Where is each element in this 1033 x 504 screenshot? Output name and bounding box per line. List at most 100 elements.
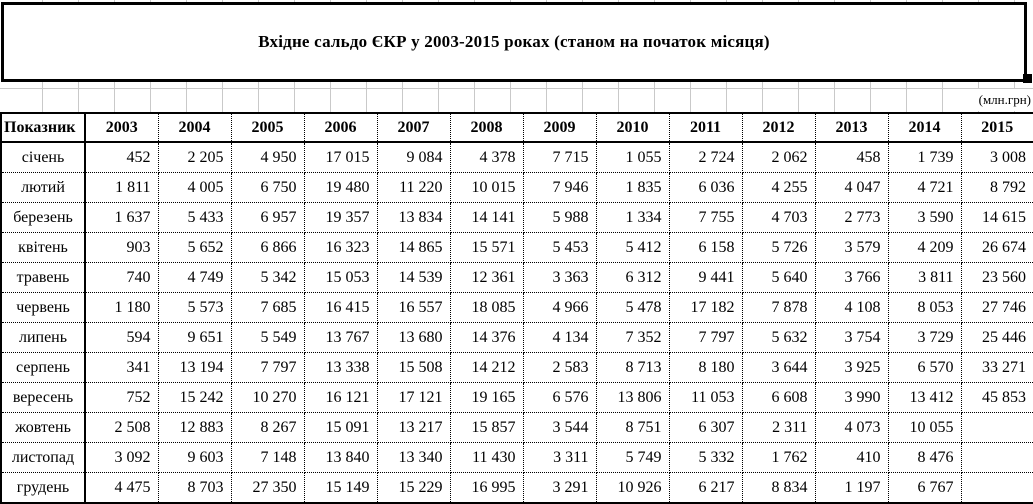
value-cell[interactable]: 10 015 (449, 172, 524, 203)
value-cell[interactable]: 33 271 (960, 352, 1033, 383)
value-cell[interactable]: 26 674 (960, 232, 1033, 263)
value-cell[interactable]: 2 773 (814, 202, 889, 233)
value-cell[interactable]: 2 724 (668, 141, 743, 173)
value-cell[interactable]: 4 703 (741, 202, 816, 233)
value-cell[interactable]: 17 182 (668, 292, 743, 323)
value-cell[interactable]: 15 053 (303, 262, 378, 293)
value-cell[interactable]: 13 767 (303, 322, 378, 353)
value-cell[interactable]: 2 508 (84, 412, 159, 443)
value-cell[interactable]: 6 158 (668, 232, 743, 263)
value-cell[interactable]: 10 055 (887, 412, 962, 443)
value-cell[interactable]: 15 229 (376, 472, 451, 504)
value-cell[interactable]: 1 197 (814, 472, 889, 504)
value-cell[interactable]: 7 946 (522, 172, 597, 203)
value-cell[interactable] (960, 472, 1033, 504)
value-cell[interactable]: 5 726 (741, 232, 816, 263)
value-cell[interactable]: 10 926 (595, 472, 670, 504)
value-cell[interactable]: 15 857 (449, 412, 524, 443)
value-cell[interactable]: 8 792 (960, 172, 1033, 203)
value-cell[interactable]: 6 608 (741, 382, 816, 413)
year-header-cell-2015[interactable]: 2015 (960, 112, 1033, 143)
value-cell[interactable]: 3 925 (814, 352, 889, 383)
value-cell[interactable] (960, 412, 1033, 443)
value-cell[interactable]: 16 995 (449, 472, 524, 504)
value-cell[interactable]: 6 570 (887, 352, 962, 383)
year-header-cell-2007[interactable]: 2007 (376, 112, 451, 143)
month-cell[interactable]: серпень (0, 352, 86, 383)
value-cell[interactable]: 13 806 (595, 382, 670, 413)
value-cell[interactable]: 8 834 (741, 472, 816, 504)
value-cell[interactable]: 14 212 (449, 352, 524, 383)
value-cell[interactable]: 2 311 (741, 412, 816, 443)
value-cell[interactable]: 7 148 (230, 442, 305, 473)
value-cell[interactable]: 8 180 (668, 352, 743, 383)
value-cell[interactable]: 15 571 (449, 232, 524, 263)
value-cell[interactable]: 1 762 (741, 442, 816, 473)
value-cell[interactable]: 19 357 (303, 202, 378, 233)
value-cell[interactable]: 410 (814, 442, 889, 473)
value-cell[interactable]: 9 651 (157, 322, 232, 353)
value-cell[interactable]: 458 (814, 141, 889, 173)
value-cell[interactable]: 5 573 (157, 292, 232, 323)
value-cell[interactable]: 7 797 (230, 352, 305, 383)
value-cell[interactable]: 4 047 (814, 172, 889, 203)
value-cell[interactable]: 4 134 (522, 322, 597, 353)
value-cell[interactable]: 4 255 (741, 172, 816, 203)
value-cell[interactable]: 1 739 (887, 141, 962, 173)
value-cell[interactable]: 7 685 (230, 292, 305, 323)
value-cell[interactable]: 1 055 (595, 141, 670, 173)
year-header-cell-2012[interactable]: 2012 (741, 112, 816, 143)
value-cell[interactable]: 13 338 (303, 352, 378, 383)
value-cell[interactable]: 5 412 (595, 232, 670, 263)
value-cell[interactable]: 3 092 (84, 442, 159, 473)
value-cell[interactable]: 1 334 (595, 202, 670, 233)
value-cell[interactable]: 25 446 (960, 322, 1033, 353)
value-cell[interactable] (960, 442, 1033, 473)
month-cell[interactable]: січень (0, 141, 86, 173)
title-box[interactable]: Вхідне сальдо ЄКР у 2003-2015 роках (ста… (1, 2, 1027, 82)
value-cell[interactable]: 341 (84, 352, 159, 383)
value-cell[interactable]: 13 217 (376, 412, 451, 443)
value-cell[interactable]: 6 036 (668, 172, 743, 203)
value-cell[interactable]: 8 751 (595, 412, 670, 443)
value-cell[interactable]: 4 209 (887, 232, 962, 263)
value-cell[interactable]: 6 307 (668, 412, 743, 443)
value-cell[interactable]: 3 291 (522, 472, 597, 504)
value-cell[interactable]: 7 715 (522, 141, 597, 173)
value-cell[interactable]: 752 (84, 382, 159, 413)
value-cell[interactable]: 8 703 (157, 472, 232, 504)
value-cell[interactable]: 5 749 (595, 442, 670, 473)
value-cell[interactable]: 8 267 (230, 412, 305, 443)
month-cell[interactable]: жовтень (0, 412, 86, 443)
month-cell[interactable]: вересень (0, 382, 86, 413)
value-cell[interactable]: 4 378 (449, 141, 524, 173)
value-cell[interactable]: 6 217 (668, 472, 743, 504)
value-cell[interactable]: 5 433 (157, 202, 232, 233)
value-cell[interactable]: 13 194 (157, 352, 232, 383)
value-cell[interactable]: 5 640 (741, 262, 816, 293)
value-cell[interactable]: 5 549 (230, 322, 305, 353)
value-cell[interactable]: 13 834 (376, 202, 451, 233)
value-cell[interactable]: 14 141 (449, 202, 524, 233)
value-cell[interactable]: 740 (84, 262, 159, 293)
value-cell[interactable]: 3 590 (887, 202, 962, 233)
value-cell[interactable]: 6 750 (230, 172, 305, 203)
value-cell[interactable]: 4 005 (157, 172, 232, 203)
month-cell[interactable]: травень (0, 262, 86, 293)
value-cell[interactable]: 4 108 (814, 292, 889, 323)
value-cell[interactable]: 13 412 (887, 382, 962, 413)
indicator-header-cell[interactable]: Показник (0, 112, 86, 143)
value-cell[interactable]: 16 557 (376, 292, 451, 323)
value-cell[interactable]: 4 966 (522, 292, 597, 323)
value-cell[interactable]: 5 478 (595, 292, 670, 323)
value-cell[interactable]: 3 579 (814, 232, 889, 263)
value-cell[interactable]: 12 883 (157, 412, 232, 443)
value-cell[interactable]: 10 270 (230, 382, 305, 413)
value-cell[interactable]: 6 957 (230, 202, 305, 233)
value-cell[interactable]: 13 680 (376, 322, 451, 353)
value-cell[interactable]: 45 853 (960, 382, 1033, 413)
value-cell[interactable]: 14 865 (376, 232, 451, 263)
year-header-cell-2009[interactable]: 2009 (522, 112, 597, 143)
year-header-cell-2013[interactable]: 2013 (814, 112, 889, 143)
month-cell[interactable]: червень (0, 292, 86, 323)
